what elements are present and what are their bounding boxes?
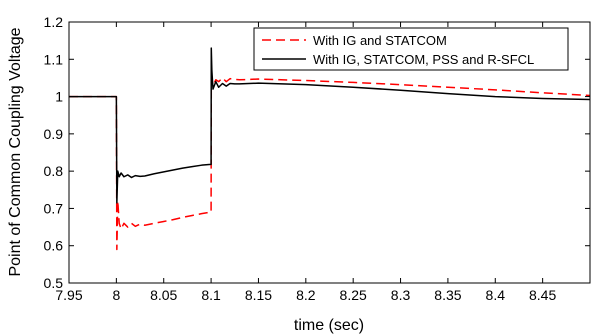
x-axis-label: time (sec) [294,317,364,334]
x-tick-label: 8.3 [391,287,411,303]
y-tick-label: 1 [55,89,63,105]
x-tick-label: 8.15 [245,287,272,303]
y-tick-label: 0.6 [44,238,64,254]
legend-label-series-1: With IG and STATCOM [313,33,447,48]
x-tick-label: 8.4 [486,287,506,303]
y-tick-label: 0.8 [44,163,64,179]
x-tick-label: 8.35 [434,287,461,303]
legend: With IG and STATCOM With IG, STATCOM, PS… [253,27,569,71]
ticks-group: 7.95 8 8.05 8.1 8.15 8.2 8.25 8.3 8.35 8.4 8.45 0.5… [44,14,590,303]
y-tick-label: 0.5 [44,275,64,291]
y-tick-label: 1.1 [44,51,64,67]
y-tick-label: 0.9 [44,126,64,142]
y-tick-label: 1.2 [44,14,64,30]
x-tick-label: 8 [112,287,120,303]
series-line-2 [69,47,591,204]
x-tick-label: 8.05 [150,287,177,303]
y-axis-label: Point of Common Coupling Voltage [7,27,24,276]
y-tick-label: 0.7 [44,200,64,216]
x-tick-label: 8.2 [296,287,316,303]
x-tick-label: 8.25 [340,287,367,303]
series-group [69,47,591,251]
x-tick-label: 8.45 [529,287,556,303]
x-tick-label: 7.95 [55,287,82,303]
legend-box [253,27,569,71]
legend-label-series-2: With IG, STATCOM, PSS and R-SFCL [313,52,534,67]
axes-box [68,21,591,284]
x-tick-label: 8.1 [201,287,221,303]
